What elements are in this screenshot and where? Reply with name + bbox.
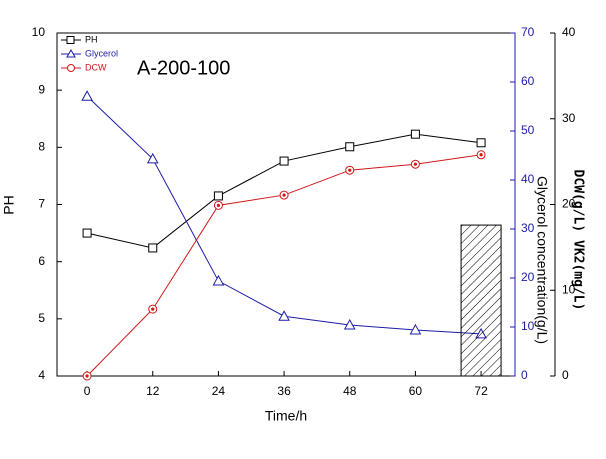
x-tick-label: 36 [277, 384, 291, 398]
y3-axis-title: DCW(g/L) VK2(mg/L) [571, 170, 586, 311]
legend-label: DCW [85, 62, 107, 72]
marker [278, 310, 290, 321]
y-tick-label: 8 [38, 140, 45, 154]
y2-tick-label: 0 [521, 368, 528, 382]
marker-dot [413, 162, 418, 166]
y2-tick-label: 60 [521, 74, 535, 88]
marker [82, 228, 92, 238]
y-tick-label: 6 [38, 254, 45, 268]
y2-tick-label: 70 [521, 25, 535, 39]
y-tick-label: 9 [38, 82, 45, 96]
y3-tick-label: 0 [562, 368, 569, 382]
y3-tick-label: 40 [562, 25, 576, 39]
marker [212, 274, 225, 286]
y-tick-label: 10 [32, 25, 46, 39]
y-tick-label: 4 [38, 368, 45, 382]
series-line [86, 154, 482, 377]
x-tick-label: 24 [212, 384, 226, 398]
legend-marker [66, 36, 75, 44]
x-tick-label: 0 [84, 384, 91, 398]
y2-tick-label: 20 [521, 270, 535, 284]
marker-dot [216, 203, 221, 207]
y2-tick-label: 40 [521, 172, 535, 186]
marker [279, 156, 289, 166]
bar [460, 224, 502, 377]
x-tick-label: 48 [343, 384, 357, 398]
marker [146, 152, 159, 164]
y2-tick-label: 30 [521, 221, 535, 235]
y3-tick-label: 10 [562, 282, 576, 296]
plot-frame [56, 32, 516, 377]
y-tick-label: 5 [38, 311, 45, 325]
y-axis-title: PH [1, 195, 17, 214]
marker [476, 138, 486, 148]
y3-tick-label: 20 [562, 197, 576, 211]
marker [409, 323, 422, 335]
y2-tick-label: 50 [521, 123, 535, 137]
annotation-a: A-200-100 [137, 57, 230, 79]
legend-marker [67, 64, 75, 72]
marker-dot [282, 193, 286, 197]
marker-dot [479, 153, 483, 157]
legend-label: PH [85, 34, 98, 44]
y2-tick-label: 10 [521, 319, 535, 333]
marker [410, 129, 420, 139]
marker [148, 243, 158, 253]
marker-dot [85, 374, 89, 378]
y2-axis-title: Glycerol concentration(g/L) [534, 176, 550, 344]
marker [213, 191, 223, 201]
series-line [86, 95, 482, 335]
legend-marker [66, 48, 76, 58]
x-tick-label: 72 [474, 384, 488, 398]
marker-dot [151, 307, 155, 311]
marker [81, 90, 93, 101]
y3-tick-label: 30 [562, 111, 576, 125]
x-axis-title: Time/h [265, 408, 307, 424]
x-tick-label: 12 [146, 384, 160, 398]
marker [343, 319, 356, 330]
y-tick-label: 7 [38, 197, 45, 211]
x-tick-label: 60 [409, 384, 423, 398]
marker-dot [348, 168, 352, 172]
legend-label: Glycerol [85, 48, 118, 58]
marker [345, 142, 355, 152]
